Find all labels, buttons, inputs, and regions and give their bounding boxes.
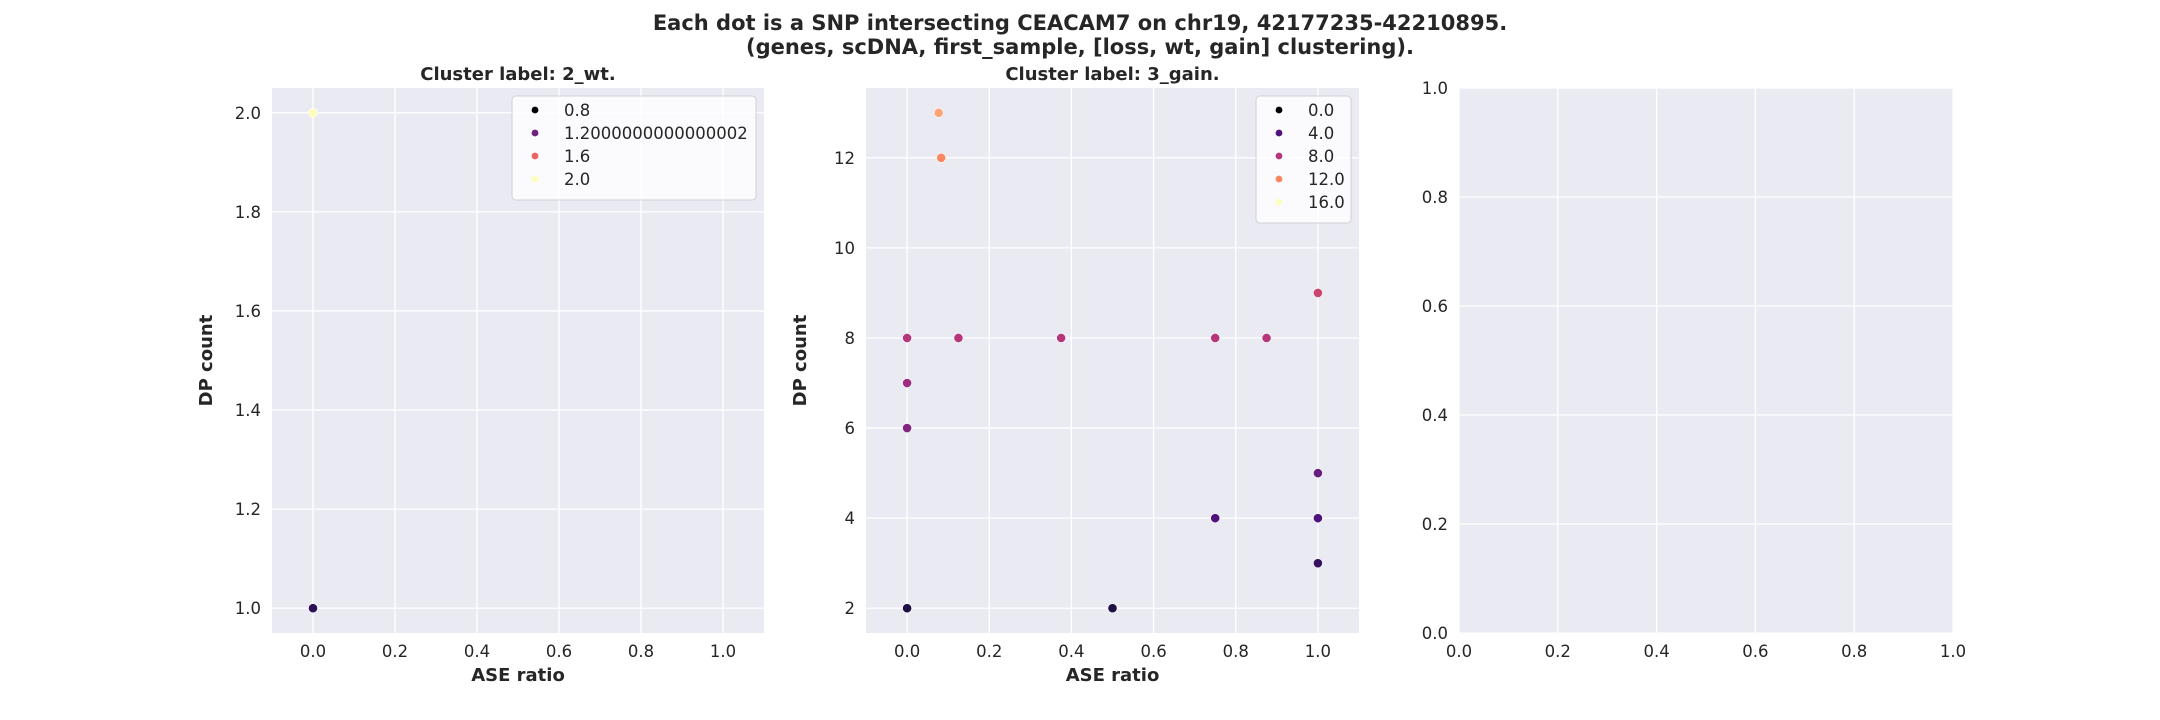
legend-label: 8.0 — [1308, 147, 1334, 166]
y-tick-label: 1.0 — [235, 599, 261, 618]
x-tick-label: 0.4 — [1058, 642, 1084, 661]
subplot-1: 0.0 0.2 0.4 0.6 0.8 1.0 1.0 1.2 1.4 1.6 1.8 2.0 Clus… — [196, 64, 764, 686]
legend-label: 12.0 — [1308, 170, 1345, 189]
figure-title-line-1: Each dot is a SNP intersecting CEACAM7 o… — [653, 11, 1507, 35]
x-tick-label: 0.6 — [546, 642, 572, 661]
x-axis-label: ASE ratio — [1066, 665, 1160, 686]
legend-label: 1.2000000000000002 — [564, 124, 748, 143]
legend-marker — [531, 152, 539, 160]
y-tick-label: 6 — [845, 419, 856, 438]
data-point — [902, 378, 912, 388]
legend: 0.0 4.0 8.0 12.0 16.0 — [1255, 95, 1352, 224]
legend-label: 1.6 — [564, 147, 590, 166]
y-tick-label: 0.0 — [1422, 624, 1448, 643]
y-tick-label: 1.2 — [235, 500, 261, 519]
y-tick-label: 10 — [834, 239, 855, 258]
legend: 0.8 1.2000000000000002 1.6 2.0 — [511, 95, 757, 201]
subplot-3: 0.0 0.2 0.4 0.6 0.8 1.0 0.0 0.2 0.4 0.6 0.8 1.0 — [1422, 79, 1966, 661]
data-point — [902, 423, 912, 433]
x-tick-label: 0.2 — [976, 642, 1002, 661]
x-tick-label: 1.0 — [710, 642, 736, 661]
x-tick-label: 1.0 — [1305, 642, 1331, 661]
data-point — [902, 333, 912, 343]
legend-marker — [1275, 106, 1283, 114]
legend-marker — [531, 175, 539, 183]
x-tick-label: 0.6 — [1742, 642, 1768, 661]
y-tick-label: 12 — [834, 149, 855, 168]
legend-marker — [1275, 175, 1283, 183]
legend-marker — [531, 106, 539, 114]
subplots: 0.0 0.2 0.4 0.6 0.8 1.0 1.0 1.2 1.4 1.6 1.8 2.0 Clus… — [196, 64, 1966, 686]
data-point — [1056, 333, 1067, 343]
data-point — [1313, 468, 1323, 479]
data-point — [953, 333, 964, 343]
x-tick-label: 0.6 — [1140, 642, 1166, 661]
y-tick-label: 0.4 — [1422, 406, 1448, 425]
x-tick-label: 0.8 — [628, 642, 654, 661]
x-tick-label: 0.4 — [1643, 642, 1669, 661]
y-tick-label: 1.8 — [235, 203, 261, 222]
x-tick-label: 0.2 — [382, 642, 408, 661]
subplot-title: Cluster label: 2_wt. — [420, 64, 616, 85]
data-point — [902, 603, 912, 614]
data-point — [1313, 288, 1323, 298]
y-tick-label: 2 — [845, 599, 856, 618]
data-point — [308, 603, 318, 614]
y-tick-label: 1.4 — [235, 401, 261, 420]
y-tick-label: 1.6 — [235, 302, 261, 321]
legend-frame — [511, 95, 757, 201]
y-tick-label: 0.6 — [1422, 297, 1448, 316]
data-point — [308, 107, 318, 118]
y-axis-label: DP count — [790, 314, 811, 406]
x-tick-label: 0.2 — [1545, 642, 1571, 661]
legend-label: 4.0 — [1308, 124, 1334, 143]
x-tick-label: 0.8 — [1223, 642, 1249, 661]
y-tick-label: 0.8 — [1422, 188, 1448, 207]
subplot-title: Cluster label: 3_gain. — [1005, 64, 1219, 85]
x-tick-label: 1.0 — [1940, 642, 1966, 661]
data-point — [936, 152, 947, 163]
legend-label: 2.0 — [564, 170, 590, 189]
data-point — [1107, 603, 1118, 614]
data-point — [933, 107, 944, 118]
x-tick-label: 0.4 — [464, 642, 490, 661]
y-tick-label: 0.2 — [1422, 515, 1448, 534]
plot-area — [1459, 88, 1953, 633]
legend-marker — [1275, 198, 1283, 206]
legend-frame — [1255, 95, 1352, 224]
x-axis-label: ASE ratio — [471, 665, 565, 686]
subplot-2: 0.0 0.2 0.4 0.6 0.8 1.0 2 4 6 8 10 12 Cluster label:… — [790, 64, 1359, 686]
legend-label: 0.0 — [1308, 101, 1334, 120]
data-point — [1313, 558, 1323, 569]
x-tick-label: 0.0 — [300, 642, 326, 661]
data-point — [1313, 513, 1323, 524]
legend-label: 0.8 — [564, 101, 590, 120]
data-point — [1261, 333, 1272, 343]
y-tick-label: 8 — [845, 329, 856, 348]
x-tick-label: 0.0 — [1446, 642, 1472, 661]
y-tick-label: 1.0 — [1422, 79, 1448, 98]
legend-marker — [531, 129, 539, 137]
x-tick-label: 0.8 — [1841, 642, 1867, 661]
legend-marker — [1275, 152, 1283, 160]
figure-title-line-2: (genes, scDNA, first_sample, [loss, wt, … — [746, 35, 1414, 59]
y-tick-label: 4 — [845, 509, 856, 528]
data-point — [1210, 333, 1221, 343]
x-tick-label: 0.0 — [894, 642, 920, 661]
y-tick-label: 2.0 — [235, 104, 261, 123]
data-point — [1210, 513, 1221, 524]
legend-label: 16.0 — [1308, 193, 1345, 212]
legend-marker — [1275, 129, 1283, 137]
y-axis-label: DP count — [196, 314, 217, 406]
